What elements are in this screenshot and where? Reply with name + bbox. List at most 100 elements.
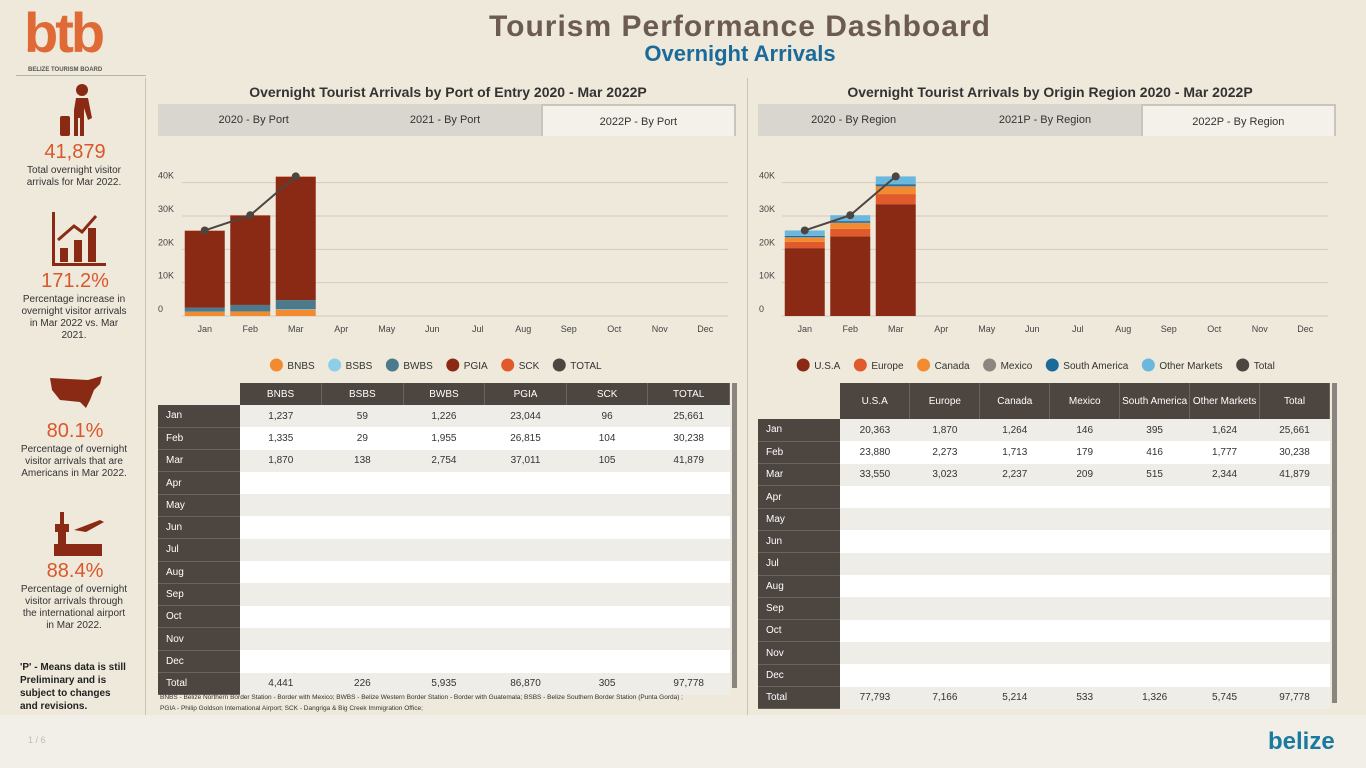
brand-logo: belize (1268, 728, 1335, 755)
table-cell: 25,661 (647, 405, 730, 428)
table-cell (321, 538, 404, 562)
tab-bar: 2020 - By Port 2021 - By Port 2022P - By P… (158, 104, 736, 136)
table-cell: 59 (321, 405, 404, 428)
legend-label: Mexico (1001, 361, 1033, 372)
table-cell (240, 516, 322, 539)
table-cell (840, 485, 910, 509)
x-tick-label: Apr (934, 324, 948, 334)
bar-segment (230, 311, 271, 316)
note-mark: 'P' (20, 662, 32, 673)
divider (145, 78, 146, 715)
table-cell: 1,624 (1189, 419, 1260, 442)
table-cell: 5,745 (1189, 686, 1260, 709)
legend-label: TOTAL (570, 361, 602, 372)
table-cell (1049, 664, 1120, 687)
row-label: Oct (158, 605, 240, 629)
table-cell (566, 605, 648, 628)
table-cell (566, 494, 648, 517)
table-cell (484, 494, 567, 517)
tab[interactable]: 2021 - By Port (409, 114, 481, 126)
legend-swatch (917, 358, 931, 372)
header-cell: U.S.A (840, 383, 911, 419)
table-cell: 2,237 (979, 463, 1050, 486)
table-cell (484, 471, 567, 495)
table-cell (979, 485, 1050, 509)
bar-segment (275, 300, 316, 310)
charts: Overnight Tourist Arrivals by Port of En… (158, 84, 1328, 372)
table-cell (1049, 641, 1120, 665)
legend-item: Other Markets (1141, 358, 1223, 372)
table-cell (403, 538, 485, 562)
bar-segment (875, 194, 916, 205)
legend-item: South America (1045, 358, 1129, 372)
row-label: Feb (158, 427, 240, 451)
y-tick-label: 30K (158, 204, 174, 214)
table-cell (484, 605, 567, 628)
note-text: - Means data is still Preliminary and is… (20, 662, 126, 712)
tab[interactable]: 2020 - By Port (218, 114, 289, 126)
table-cell (1189, 597, 1260, 620)
table-cell (1259, 575, 1330, 598)
bar-segment (184, 230, 225, 308)
y-tick-label: 0 (158, 304, 163, 314)
table-cell (909, 641, 980, 665)
tab[interactable]: 2021P - By Region (998, 114, 1092, 126)
y-tick-label: 10K (759, 271, 775, 281)
tab[interactable]: 2022P - By Port (540, 104, 736, 136)
table-cell (647, 583, 730, 606)
legend-item: Europe (853, 358, 904, 372)
table-cell (1259, 619, 1330, 642)
table-cell (403, 583, 485, 606)
bar-segment (830, 223, 871, 229)
table-cell: 1,237 (240, 405, 322, 428)
table-cell (321, 471, 404, 495)
header-cell: TOTAL (647, 383, 730, 405)
data-table: U.S.A Europe Canada Mexico South America Othe… (758, 383, 1330, 710)
header-cell: Europe (909, 383, 981, 419)
bar-segment (830, 222, 871, 224)
table-cell (240, 627, 322, 651)
table-row: Dec (758, 664, 1330, 688)
divider (747, 78, 748, 715)
table-cell: 2,754 (403, 449, 485, 472)
table-cell: 305 (566, 672, 648, 695)
table-cell (840, 575, 910, 598)
table-cell (1259, 508, 1330, 531)
table-cell (566, 650, 648, 673)
total-point (246, 211, 255, 220)
table-cell (979, 664, 1050, 687)
tab[interactable]: 2022P - By Region (1140, 104, 1336, 136)
table-cell (1259, 485, 1330, 509)
x-tick-label: Jan (797, 324, 812, 334)
table-cell (484, 516, 567, 539)
table-cell: 96 (566, 405, 648, 428)
legend-label: U.S.A (814, 361, 840, 372)
tab[interactable]: 2020 - By Region (811, 114, 897, 126)
table-cell: 138 (321, 449, 404, 472)
table-row: Sep (158, 583, 730, 607)
table-cell (1189, 619, 1260, 642)
header-cell: BSBS (321, 383, 404, 405)
row-label: Jun (158, 516, 240, 540)
legend-label: BWBS (403, 361, 433, 372)
table-cell (566, 561, 648, 584)
row-label: Dec (758, 664, 840, 688)
bar-segment (784, 241, 825, 249)
table-cell (240, 583, 322, 606)
y-tick-label: 40K (158, 171, 174, 181)
table-row: Mar 1,870 138 2,754 37,011 105 41,879 (158, 449, 730, 473)
table-cell (484, 583, 567, 606)
legend-swatch (501, 358, 515, 372)
table-cell: 23,880 (840, 441, 910, 464)
table-cell (909, 485, 980, 509)
x-tick-label: Nov (1252, 324, 1269, 334)
table-cell (909, 508, 980, 531)
row-label: Mar (758, 463, 840, 487)
table-cell: 416 (1119, 441, 1190, 464)
table-cell: 1,335 (240, 427, 322, 450)
scrollbar (1332, 383, 1337, 703)
header-cell: BNBS (240, 383, 323, 405)
kpi-text: Total overnight visitor arrivals for Mar… (26, 165, 122, 188)
header-cell: BWBS (403, 383, 486, 405)
table-cell (979, 552, 1050, 576)
